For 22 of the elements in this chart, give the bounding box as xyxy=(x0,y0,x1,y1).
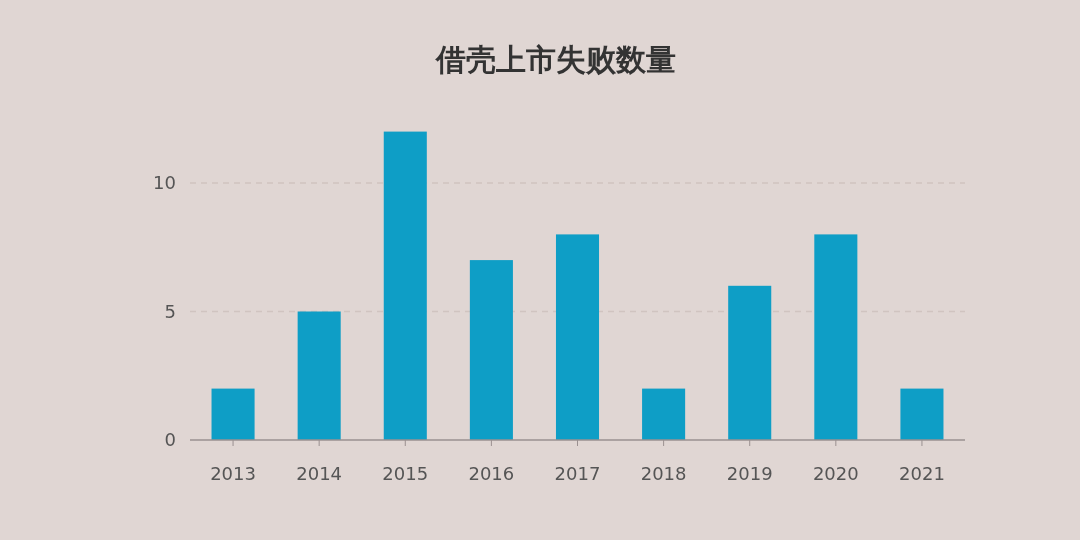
x-tick-label: 2014 xyxy=(296,463,343,484)
y-tick-label: 5 xyxy=(164,300,176,322)
x-tick-label: 2019 xyxy=(726,463,773,484)
bar xyxy=(383,131,427,440)
x-tick-label: 2021 xyxy=(899,463,945,484)
bar xyxy=(555,234,600,440)
bar xyxy=(469,260,513,440)
chart-title: 借壳上市失败数量 xyxy=(435,42,676,77)
bar xyxy=(814,234,858,440)
bar xyxy=(900,388,944,440)
x-tick-label: 2016 xyxy=(468,463,515,484)
x-tick-label: 2015 xyxy=(382,463,429,484)
x-tick-label: 2020 xyxy=(812,463,859,484)
x-tick-label: 2018 xyxy=(640,463,687,484)
y-tick-label: 10 xyxy=(153,172,176,194)
bar xyxy=(297,311,341,440)
bar xyxy=(728,285,772,440)
x-tick-label: 2017 xyxy=(554,463,601,484)
bar xyxy=(211,388,255,440)
bar xyxy=(642,388,686,440)
y-tick-label: 0 xyxy=(164,429,176,451)
x-tick-label: 2013 xyxy=(210,463,256,484)
